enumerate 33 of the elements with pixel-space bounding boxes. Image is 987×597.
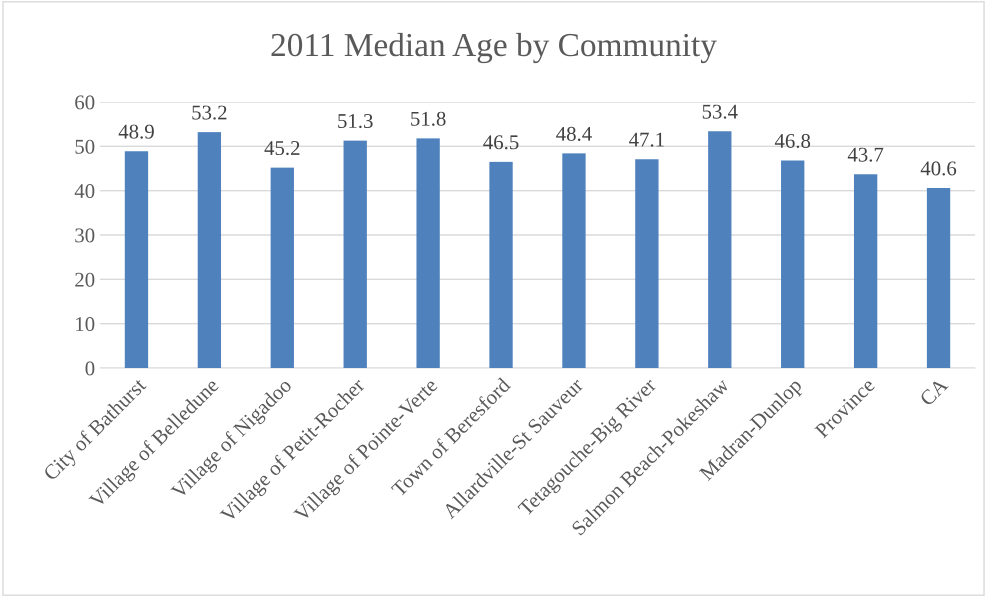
bar <box>854 174 878 368</box>
bar <box>926 188 950 368</box>
data-label: 51.8 <box>411 112 446 126</box>
bar <box>708 131 732 368</box>
data-label: 46.5 <box>483 135 518 150</box>
x-tick-label: CA <box>919 376 949 407</box>
data-label: 40.6 <box>920 161 956 176</box>
bar <box>198 132 222 368</box>
data-label: 53.2 <box>192 106 226 120</box>
bar <box>635 159 659 368</box>
data-label: 48.9 <box>118 124 154 139</box>
y-tick-label: 20 <box>75 272 94 287</box>
data-label: 48.4 <box>556 126 592 141</box>
bar <box>416 138 440 368</box>
data-label: 47.1 <box>629 132 664 147</box>
data-label: 51.3 <box>338 114 373 128</box>
bar <box>344 140 367 368</box>
y-tick-label: 10 <box>76 317 94 332</box>
y-tick-label: 50 <box>76 140 94 154</box>
y-tick-label: 60 <box>75 95 94 110</box>
data-label: 46.8 <box>774 134 810 148</box>
data-label: 53.4 <box>702 104 738 119</box>
data-label: 43.7 <box>848 148 884 162</box>
y-tick-label: 0 <box>86 361 94 376</box>
bar <box>562 153 586 368</box>
y-tick-label: 30 <box>75 228 94 242</box>
bar <box>270 168 294 368</box>
data-label: 45.2 <box>264 141 300 156</box>
bar <box>489 162 513 368</box>
bar <box>781 160 804 368</box>
chart-title: 2011 Median Age by Community <box>272 32 717 64</box>
y-tick-label: 40 <box>74 184 94 198</box>
bar <box>124 151 148 368</box>
